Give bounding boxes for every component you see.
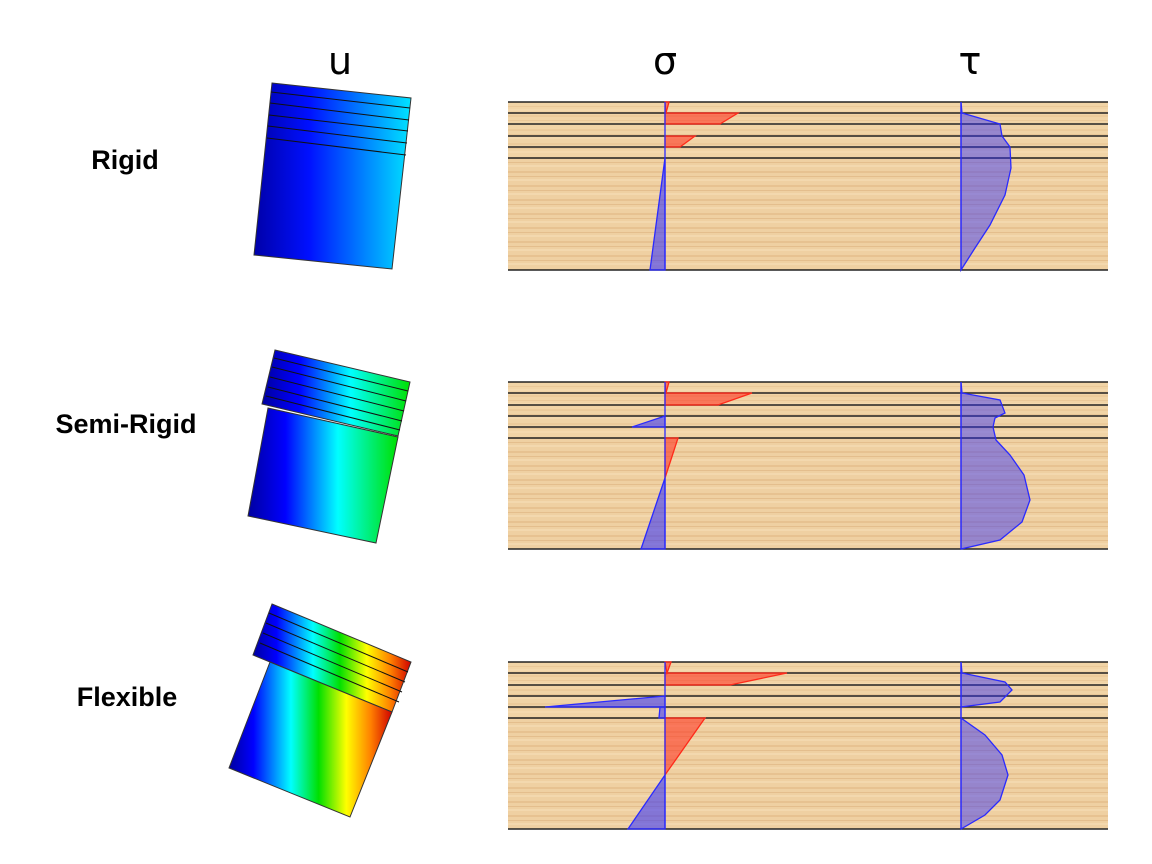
deformed-section-row-1 xyxy=(253,82,412,270)
sigma-compression-area xyxy=(658,706,666,719)
layer-interface-line xyxy=(262,632,403,693)
wood-section-background xyxy=(508,382,1108,549)
layer-interface-line xyxy=(265,622,406,683)
wood-section-background xyxy=(508,102,1108,270)
layer-interface-line xyxy=(271,366,407,402)
sigma-tension-area xyxy=(664,661,672,676)
section-layer-block xyxy=(228,661,393,818)
layer-interface-line xyxy=(269,376,405,412)
row-label-flexible: Flexible xyxy=(77,682,178,712)
layer-interface-line xyxy=(268,114,409,132)
layer-interface-line xyxy=(259,642,400,703)
row-label-semi-rigid: Semi-Rigid xyxy=(55,409,196,439)
stress-panel-row-2 xyxy=(508,381,1108,550)
layer-interface-line xyxy=(268,612,409,673)
wood-section-background xyxy=(508,662,1108,829)
tau-shear-area xyxy=(960,381,1031,550)
tau-shear-area xyxy=(960,101,1012,273)
layer-interface-line xyxy=(267,386,403,422)
layer-interface-line xyxy=(266,137,407,156)
deformed-section-row-2 xyxy=(247,349,411,544)
layer-interface-line xyxy=(265,395,401,431)
stress-panel-row-1 xyxy=(508,101,1108,273)
section-layer-block xyxy=(261,349,411,437)
section-layer-block xyxy=(247,407,399,544)
tau-shear-area xyxy=(960,661,1013,831)
stress-panel-row-3 xyxy=(508,661,1108,831)
layer-interface-line xyxy=(273,357,409,392)
layer-interface-line xyxy=(270,91,411,109)
column-header-u: u xyxy=(328,39,352,83)
clt-layers-background xyxy=(508,382,1108,438)
column-header-sigma: σ xyxy=(653,39,677,83)
deformed-section-row-3 xyxy=(228,603,412,818)
layer-interface-line xyxy=(269,102,410,121)
column-header-tau: τ xyxy=(959,39,982,83)
layer-interface-line xyxy=(267,125,408,144)
clt-layers-background xyxy=(508,102,1108,158)
row-label-rigid: Rigid xyxy=(91,145,159,175)
clt-layers-background xyxy=(508,662,1108,718)
